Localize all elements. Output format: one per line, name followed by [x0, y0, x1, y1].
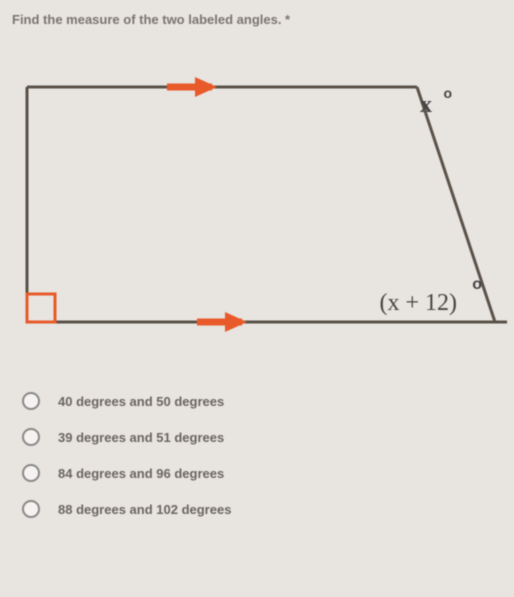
geometry-diagram: x o (x + 12) o	[17, 67, 507, 342]
option-label: 84 degrees and 96 degrees	[58, 466, 224, 481]
degree-symbol-bottom: o	[472, 276, 482, 294]
option-label: 39 degrees and 51 degrees	[58, 430, 224, 445]
answer-options: 40 degrees and 50 degrees 39 degrees and…	[22, 392, 502, 518]
radio-button[interactable]	[22, 500, 40, 518]
option-row[interactable]: 84 degrees and 96 degrees	[22, 464, 502, 482]
radio-button[interactable]	[22, 392, 40, 410]
angle-label-x: x	[420, 92, 432, 119]
question-prompt: Find the measure of the two labeled angl…	[12, 12, 502, 27]
option-row[interactable]: 39 degrees and 51 degrees	[22, 428, 502, 446]
option-row[interactable]: 40 degrees and 50 degrees	[22, 392, 502, 410]
angle-label-x-plus-12: (x + 12)	[379, 290, 457, 317]
radio-button[interactable]	[22, 428, 40, 446]
degree-symbol-top: o	[443, 85, 452, 101]
option-label: 40 degrees and 50 degrees	[58, 394, 224, 409]
option-label: 88 degrees and 102 degrees	[58, 502, 231, 517]
option-row[interactable]: 88 degrees and 102 degrees	[22, 500, 502, 518]
radio-button[interactable]	[22, 464, 40, 482]
